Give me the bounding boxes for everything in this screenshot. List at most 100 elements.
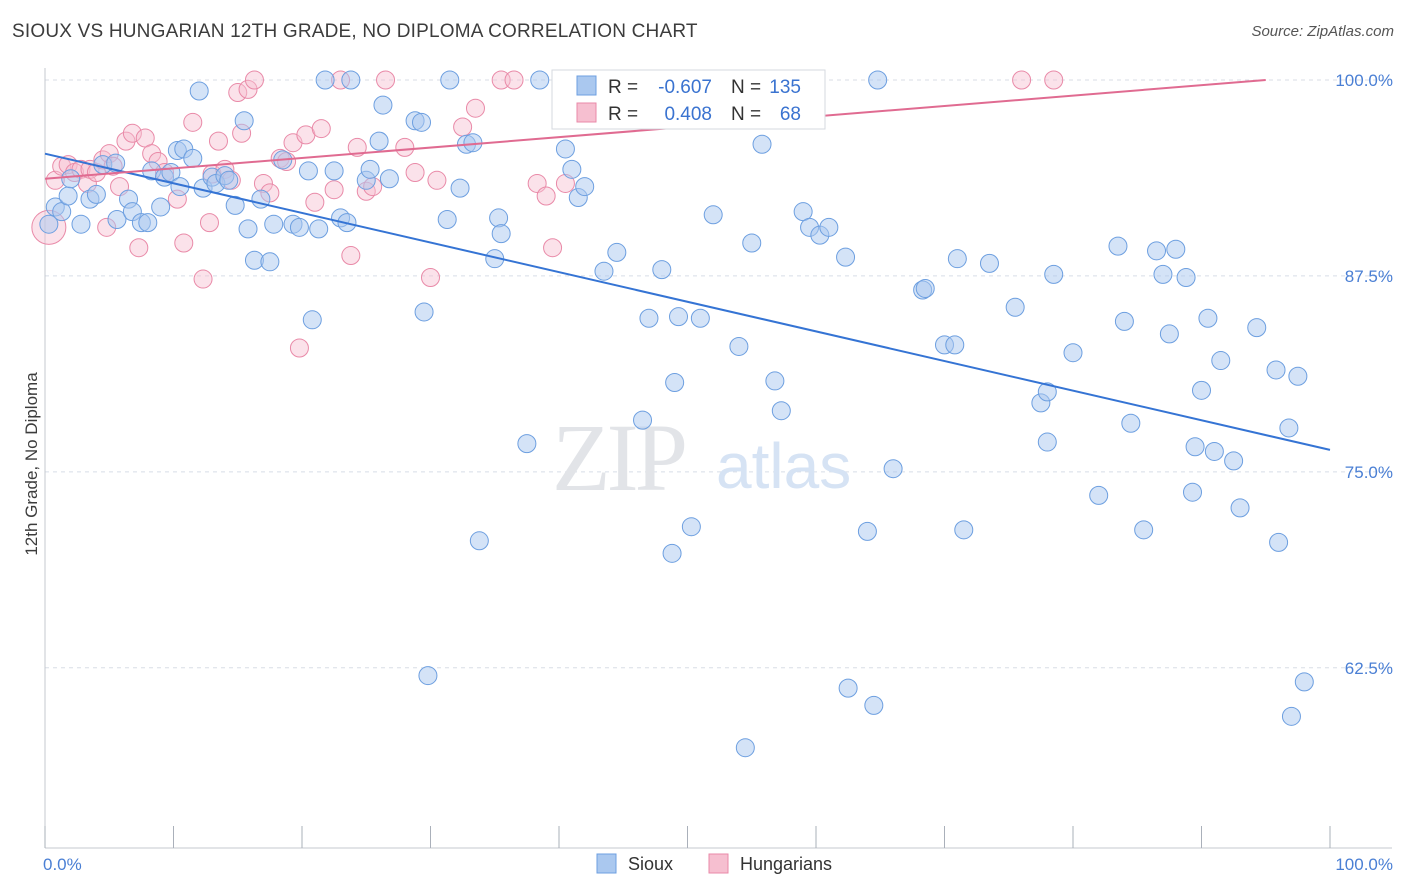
sioux-point (1198, 308, 1218, 328)
sioux-point (594, 261, 614, 281)
sioux-point (225, 195, 245, 215)
sioux-point (868, 70, 888, 90)
sioux-point (315, 70, 335, 90)
hungarian-point (324, 180, 344, 200)
sioux-point (765, 371, 785, 391)
sioux-point (71, 214, 91, 234)
sioux-point (729, 336, 749, 356)
y-tick-label: 87.5% (1345, 267, 1393, 286)
sioux-point (857, 521, 877, 541)
sioux-point (138, 213, 158, 233)
sioux-point (86, 184, 106, 204)
axes (44, 68, 1392, 849)
legend-r-value: -0.607 (658, 77, 712, 98)
sioux-point (1183, 482, 1203, 502)
sioux-point (58, 186, 78, 206)
y-axis-label: 12th Grade, No Diploma (22, 372, 41, 556)
hungarian-point (199, 213, 219, 233)
y-tick-label: 62.5% (1345, 659, 1393, 678)
sioux-point (373, 95, 393, 115)
legend-r-label: R = (608, 104, 638, 125)
hungarian-point (453, 117, 473, 137)
sioux-point (189, 81, 209, 101)
sioux-point (238, 219, 258, 239)
sioux-point (289, 217, 309, 237)
hungarians-legend-swatch (708, 853, 729, 874)
hungarian-point (543, 238, 563, 258)
sioux-point (562, 159, 582, 179)
sioux-point (819, 217, 839, 237)
sioux-point (771, 401, 791, 421)
hungarian-points (31, 70, 1064, 358)
sioux-point (219, 170, 239, 190)
hungarian-point (1044, 70, 1064, 90)
sioux-point (633, 410, 653, 430)
sioux-point (945, 335, 965, 355)
sioux-point (1224, 451, 1244, 471)
legend-box (551, 69, 826, 130)
sioux-point (1037, 432, 1057, 452)
sioux-point (302, 310, 322, 330)
hungarian-point (341, 246, 361, 266)
hungarian-point (129, 238, 149, 258)
sioux-point (947, 249, 967, 269)
sioux-point (735, 738, 755, 758)
sioux-point (690, 308, 710, 328)
sioux-point (183, 148, 203, 168)
sioux-point (1269, 532, 1289, 552)
sioux-point (1266, 360, 1286, 380)
sioux-point (1134, 520, 1154, 540)
hungarian-point (116, 131, 136, 151)
legend-n-value: 135 (769, 77, 801, 98)
legend-n-value: 68 (780, 104, 801, 125)
sioux-point (360, 159, 380, 179)
hungarian-point (122, 123, 142, 143)
hungarian-point (183, 112, 203, 132)
sioux-trend-line (44, 152, 1331, 451)
sioux-point (1063, 343, 1083, 363)
sioux-point (662, 543, 682, 563)
sioux-point (324, 161, 344, 181)
sioux-point (1211, 351, 1231, 371)
sioux-point (264, 214, 284, 234)
sioux-point (864, 695, 884, 715)
sioux-point (681, 517, 701, 537)
sioux-point (742, 233, 762, 253)
sioux-point (450, 178, 470, 198)
sioux-point (491, 224, 511, 244)
sioux-point (151, 197, 171, 217)
sioux-point (1204, 441, 1224, 461)
sioux-point (1153, 264, 1173, 284)
sioux-point (412, 112, 432, 132)
hungarian-point (504, 70, 524, 90)
sioux-point (1089, 485, 1109, 505)
watermark-zip: ZIP (552, 404, 685, 511)
legend-swatch (576, 75, 597, 96)
sioux-point (639, 308, 659, 328)
sioux-point (298, 161, 318, 181)
hungarian-point (305, 192, 325, 212)
sioux-point (1247, 318, 1267, 338)
sioux-legend-label: Sioux (628, 854, 673, 874)
sioux-point (883, 459, 903, 479)
tick-labels: 62.5% 75.0% 87.5% 100.0% 0.0% 100.0% (43, 71, 1393, 874)
hungarian-point (238, 79, 258, 99)
sioux-point (607, 242, 627, 262)
sioux-point (752, 134, 772, 154)
legend-r-label: R = (608, 77, 638, 98)
hungarian-point (347, 137, 367, 157)
hungarian-point (208, 131, 228, 151)
hungarians-legend-label: Hungarians (740, 854, 832, 874)
sioux-point (517, 434, 537, 454)
sioux-point (1121, 413, 1141, 433)
sioux-point (379, 169, 399, 189)
watermark: ZIP atlas (552, 404, 851, 511)
sioux-point (669, 307, 689, 327)
sioux-point (1114, 311, 1134, 331)
sioux-point (530, 70, 550, 90)
sioux-point (836, 247, 856, 267)
sioux-point (1176, 267, 1196, 287)
grid (45, 79, 1392, 669)
sioux-point (260, 252, 280, 272)
